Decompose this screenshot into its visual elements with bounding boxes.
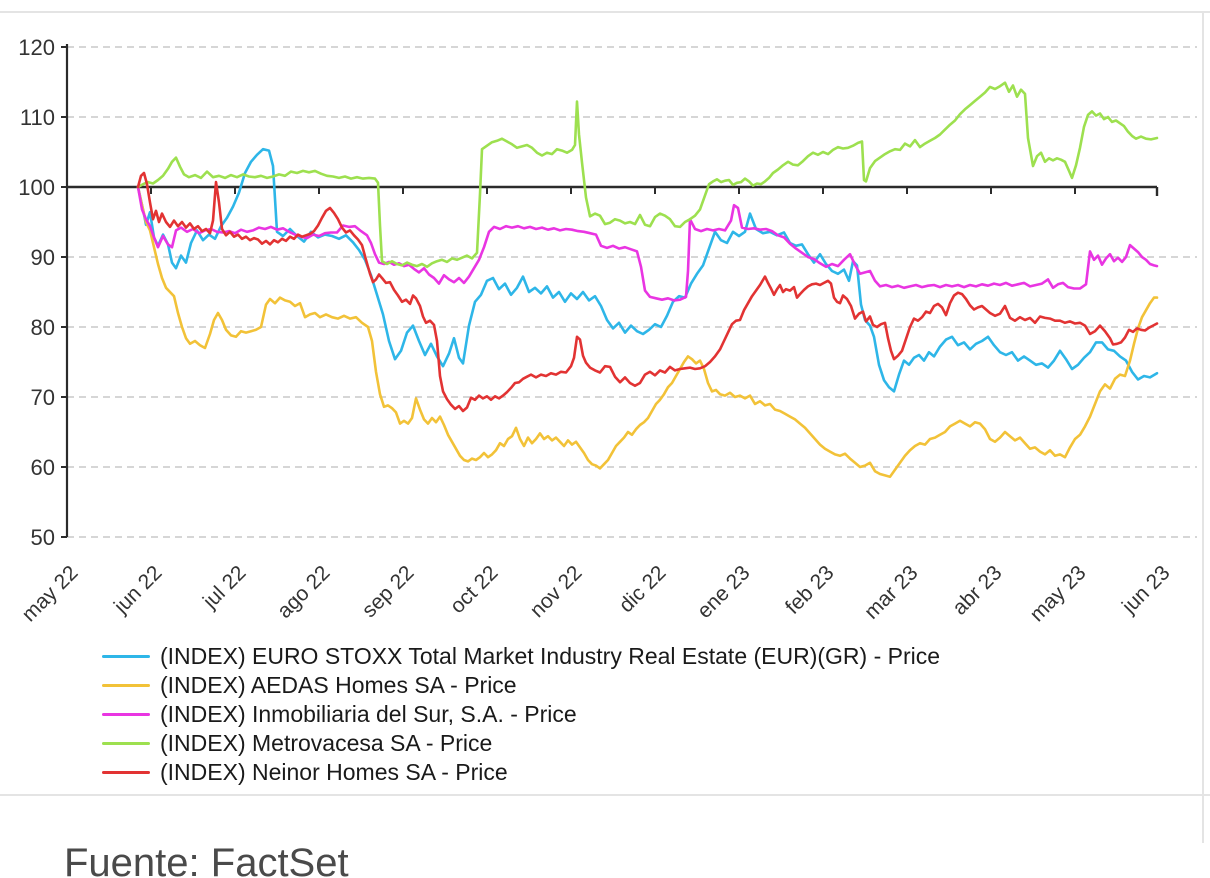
x-tick-label: ene 23: [693, 561, 755, 623]
legend-swatch-line: [102, 655, 150, 658]
legend-swatch-line: [102, 771, 150, 774]
chart-legend: (INDEX) EURO STOXX Total Market Industry…: [102, 642, 940, 787]
legend-row: (INDEX) EURO STOXX Total Market Industry…: [102, 642, 940, 671]
series-line: [136, 147, 1159, 393]
x-tick-label: sep 22: [358, 561, 419, 622]
x-tick-label: ago 22: [273, 561, 335, 623]
y-tick-label: 110: [20, 105, 55, 130]
y-tick-label: 50: [31, 525, 55, 550]
legend-row: (INDEX) Metrovacesa SA - Price: [102, 729, 940, 758]
y-tick-label: 90: [31, 245, 55, 270]
x-tick-label: dic 22: [615, 561, 671, 617]
panel-top-border: [0, 11, 1210, 13]
y-tick-label: 120: [18, 35, 55, 60]
source-note: Fuente: FactSet: [64, 841, 349, 878]
y-tick-label: 70: [31, 385, 55, 410]
legend-swatch-line: [102, 713, 150, 716]
legend-row: (INDEX) Inmobiliaria del Sur, S.A. - Pri…: [102, 700, 940, 729]
y-tick-label: 100: [18, 175, 55, 200]
x-tick-label: jun 22: [109, 561, 166, 618]
legend-row: (INDEX) AEDAS Homes SA - Price: [102, 671, 940, 700]
x-tick-label: mar 23: [860, 561, 922, 623]
x-tick-label: jul 22: [198, 561, 250, 613]
panel-right-border: [1202, 11, 1204, 843]
legend-label: (INDEX) AEDAS Homes SA - Price: [160, 672, 517, 698]
x-tick-label: oct 22: [446, 561, 503, 618]
price-index-line-chart: 50 60 70 80 90 100 110 120 may 22 jun 22 jul 22 ago…: [18, 35, 1197, 626]
legend-row: (INDEX) Neinor Homes SA - Price: [102, 758, 940, 787]
legend-label: (INDEX) Metrovacesa SA - Price: [160, 730, 493, 756]
legend-swatch-line: [102, 684, 150, 687]
panel-bottom-border: [0, 794, 1210, 796]
y-tick-label: 80: [31, 315, 55, 340]
legend-label: (INDEX) Inmobiliaria del Sur, S.A. - Pri…: [160, 701, 577, 727]
series-line: [136, 185, 1159, 302]
series-line: [136, 81, 1159, 269]
x-tick-label: abr 23: [948, 561, 1006, 619]
x-tick-label: may 23: [1026, 561, 1091, 626]
legend-label: (INDEX) EURO STOXX Total Market Industry…: [160, 643, 941, 669]
y-tick-label: 60: [31, 455, 55, 480]
legend-swatch-line: [102, 742, 150, 745]
series-line: [136, 171, 1159, 413]
x-tick-label: nov 22: [526, 561, 587, 622]
x-tick-label: may 22: [18, 561, 83, 626]
x-tick-label: feb 23: [781, 561, 839, 619]
legend-label: (INDEX) Neinor Homes SA - Price: [160, 759, 508, 785]
series-line: [136, 185, 1159, 479]
x-tick-label: jun 23: [1117, 561, 1174, 618]
